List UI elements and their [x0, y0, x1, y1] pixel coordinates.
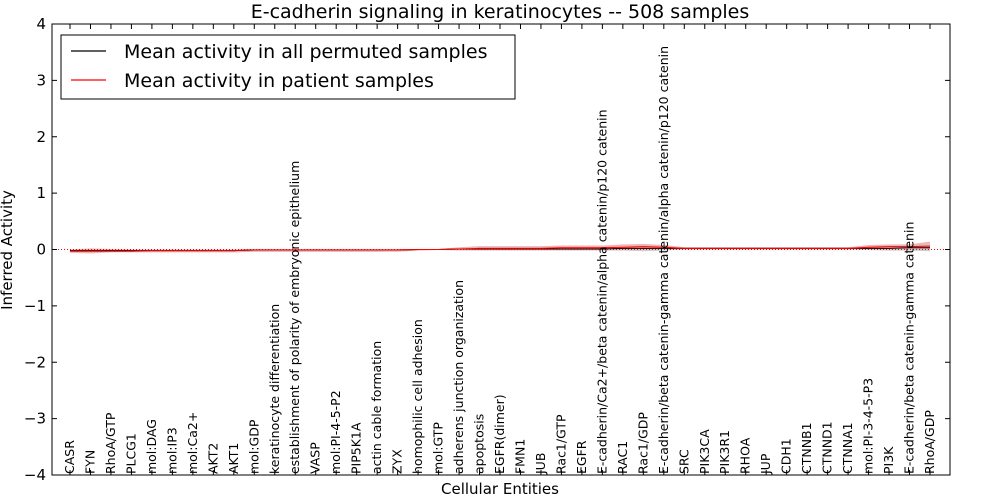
y-axis-title: Inferred Activity [0, 190, 16, 310]
y-tick-label: 1 [36, 184, 46, 202]
x-tick-label: PIP5K1A [349, 422, 364, 474]
y-axis: −4 −3 −2 −1 0 1 2 3 4 [24, 15, 950, 484]
x-tick-label: PLCG1 [123, 433, 138, 474]
x-tick-label: apoptosis [472, 414, 487, 474]
x-axis: CASR FYN RhoA/GTP PLCG1 mol:DAG mol:IP3 mol:Ca… [62, 24, 937, 475]
y-tick-label: −3 [24, 410, 46, 428]
x-tick-label: mol:GDP [246, 419, 261, 474]
x-tick-label: PIK3CA [697, 429, 712, 474]
y-tick-label: −4 [24, 466, 46, 484]
x-tick-label: Rac1/GDP [635, 412, 650, 474]
x-tick-label: CTNNB1 [799, 422, 814, 474]
x-tick-label: SRC [676, 449, 691, 474]
x-tick-label: RhoA/GTP [103, 412, 118, 474]
x-tick-label: PIK3R1 [717, 430, 732, 474]
x-tick-label: RAC1 [615, 441, 630, 474]
x-tick-label: AKT2 [205, 443, 220, 474]
y-tick-label: −1 [24, 297, 46, 315]
x-tick-label: CTNNA1 [840, 422, 855, 474]
x-tick-label: RhoA/GDP [922, 410, 937, 474]
x-tick-label: JUB [533, 453, 548, 475]
y-tick-label: 0 [36, 241, 46, 259]
legend-box [60, 34, 516, 100]
x-tick-label: mol:PI-3-4-5-P3 [861, 378, 876, 474]
x-tick-label: AKT1 [226, 443, 241, 474]
legend-label-patient: Mean activity in patient samples [124, 70, 434, 92]
x-tick-label: FYN [82, 450, 97, 474]
x-tick-label: FMN1 [512, 439, 527, 474]
x-tick-label: mol:GTP [431, 422, 446, 474]
series-line-patient [70, 245, 931, 252]
x-tick-label: keratinocyte differentiation [267, 304, 282, 474]
x-tick-label: E-cadherin/beta catenin-gamma catenin [902, 222, 917, 474]
x-tick-label: Rac1/GTP [553, 414, 568, 474]
x-tick-label: CDH1 [779, 438, 794, 474]
x-tick-label: VASP [308, 442, 323, 474]
x-tick-label: CASR [62, 440, 77, 474]
x-tick-label: adherens junction organization [451, 280, 466, 474]
x-tick-label: EGFR(dimer) [492, 394, 507, 474]
x-tick-label: mol:PI-4-5-P2 [328, 390, 343, 474]
x-tick-label: establishment of polarity of embryonic e… [287, 161, 302, 474]
x-tick-label: homophilic cell adhesion [410, 319, 425, 474]
confidence-bands [70, 241, 930, 254]
y-tick-label: 3 [36, 71, 46, 89]
y-tick-label: 2 [36, 128, 46, 146]
y-tick-label: −2 [24, 353, 46, 371]
x-tick-label: JUP [758, 453, 773, 475]
x-tick-label: CTNND1 [820, 421, 835, 474]
series-lines [70, 245, 931, 252]
x-tick-label: EGFR [574, 440, 589, 474]
x-tick-label: mol:IP3 [164, 427, 179, 474]
x-tick-label: RHOA [738, 437, 753, 474]
x-tick-label: mol:Ca2+ [185, 412, 200, 474]
y-tick-label: 4 [36, 15, 46, 33]
chart-title: E-cadherin signaling in keratinocytes --… [251, 1, 750, 23]
legend: Mean activity in all permuted samples Me… [60, 34, 516, 100]
x-tick-label: actin cable formation [369, 341, 384, 474]
x-tick-label: mol:DAG [144, 419, 159, 474]
x-tick-label: ZYX [390, 449, 405, 474]
x-tick-label: E-cadherin/beta catenin-gamma catenin/al… [656, 46, 671, 474]
x-tick-label: PI3K [881, 446, 896, 474]
x-tick-label: E-cadherin/Ca2+/beta catenin/alpha caten… [594, 109, 609, 474]
legend-label-permuted: Mean activity in all permuted samples [124, 41, 487, 63]
x-axis-title: Cellular Entities [441, 480, 559, 498]
